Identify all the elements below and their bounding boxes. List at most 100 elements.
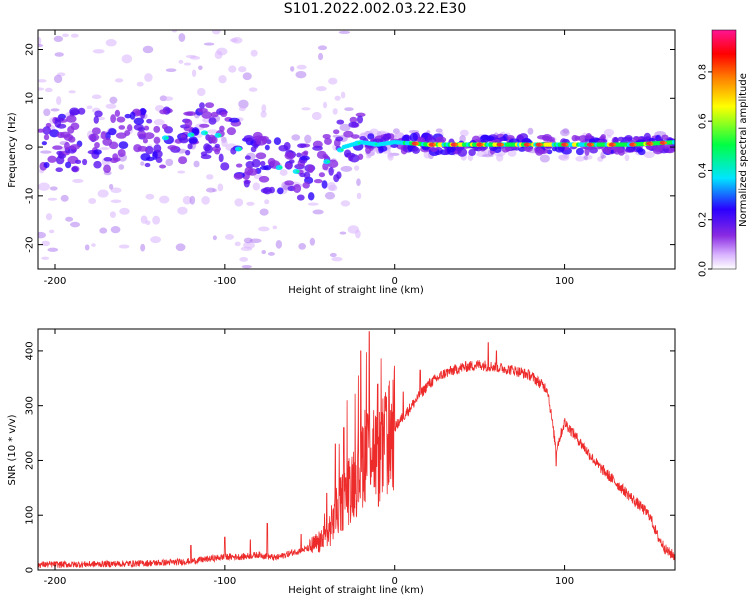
spectrogram-cell xyxy=(309,237,316,246)
spectrogram-cell xyxy=(53,74,63,84)
spectrogram-cell xyxy=(624,154,630,162)
spectrogram-cell xyxy=(332,108,338,115)
spectrogram-cell xyxy=(539,154,550,163)
spectrogram-cell xyxy=(191,69,197,78)
spectrogram-cell xyxy=(238,147,242,151)
spectrogram-cell xyxy=(353,140,361,146)
spectrogram-cell xyxy=(295,70,307,79)
colorbar-tick-label: 0.2 xyxy=(698,212,709,228)
colorbar-tick-label: 0.0 xyxy=(698,261,709,277)
spectrogram-cell xyxy=(357,141,361,145)
spectrogram-cell xyxy=(312,209,324,215)
spectrogram-cell xyxy=(328,166,334,176)
spectrogram-cell xyxy=(66,115,77,123)
spectrogram-cell xyxy=(118,125,126,130)
snr-x-tick-label: -200 xyxy=(44,576,67,587)
spectrogram-cell xyxy=(102,137,113,146)
spectrogram-cell xyxy=(196,87,206,97)
spectrogram-cell xyxy=(228,65,237,73)
spectrogram-cell xyxy=(528,143,532,146)
spectrogram-cell xyxy=(114,78,124,83)
colorbar-label: Normalized spectral amplitude xyxy=(738,73,749,227)
spectrogram-frame xyxy=(37,29,676,270)
spectrogram-cell xyxy=(88,133,100,142)
spectrogram-cell xyxy=(144,162,151,168)
spectrogram-cell xyxy=(204,131,208,135)
spectrogram-cell xyxy=(328,77,338,85)
spectrogram-cell xyxy=(293,184,302,193)
spectrogram-cell xyxy=(603,128,615,136)
spectrogram-cell xyxy=(214,143,220,149)
spectrogram-y-axis-label: Frequency (Hz) xyxy=(7,112,18,188)
spectrogram-cell xyxy=(150,236,161,244)
spectrogram-cell xyxy=(68,90,76,94)
spectrogram-cell xyxy=(110,226,121,234)
spectrogram-cell xyxy=(215,24,226,30)
spectrogram-cell xyxy=(322,133,331,139)
snr-y-tick-label: 100 xyxy=(25,506,36,525)
spectrogram-cell xyxy=(385,145,391,152)
spectrogram-cell xyxy=(139,107,147,116)
spectrogram-cell xyxy=(416,142,420,145)
spectrogram-cell xyxy=(498,137,505,142)
spectrogram-cell xyxy=(38,182,50,191)
spectrogram-cell xyxy=(38,87,45,91)
spectrogram-cell xyxy=(117,148,126,157)
spectrogram-cell xyxy=(340,148,344,152)
spectrogram-cell xyxy=(65,161,72,169)
spectrogram-x-tick-label: -100 xyxy=(214,276,237,287)
spectrogram-cell xyxy=(348,121,359,128)
spectrogram-cell xyxy=(43,134,50,141)
spectrogram-cell xyxy=(292,168,300,174)
spectrogram-cell xyxy=(144,73,153,82)
spectrogram-cell xyxy=(624,135,633,142)
spectrogram-cell xyxy=(178,33,186,42)
spectrogram-cell xyxy=(260,110,267,118)
spectrogram-cell xyxy=(248,87,258,92)
colorbar-tick-label: 0.8 xyxy=(698,64,709,80)
spectrogram-x-tick-label: -200 xyxy=(44,276,67,287)
spectrogram-cell xyxy=(124,130,131,137)
spectrogram-cell xyxy=(307,202,319,206)
spectrogram-cell xyxy=(383,133,390,142)
spectrogram-cell xyxy=(527,127,534,135)
spectrogram-cell xyxy=(189,138,198,144)
spectrogram-cell xyxy=(137,127,146,132)
spectrogram-cell xyxy=(600,134,607,140)
spectrogram-cell xyxy=(430,147,438,152)
spectrogram-cell xyxy=(313,178,323,184)
spectrogram-cell xyxy=(100,131,107,140)
spectrogram-cell xyxy=(114,109,121,117)
spectrogram-cell xyxy=(238,99,249,109)
chart-title: S101.2022.002.03.22.E30 xyxy=(283,1,467,17)
spectrogram-cell xyxy=(52,145,63,150)
spectrogram-cell xyxy=(571,134,578,142)
spectrogram-cell xyxy=(234,241,241,247)
spectrogram-cell xyxy=(331,256,343,262)
spectrogram-y-tick-label: 10 xyxy=(25,92,36,105)
spectrogram-cell xyxy=(41,240,51,247)
spectrogram-cell xyxy=(558,154,570,161)
spectrogram-cell xyxy=(45,213,53,221)
spectrogram-cell xyxy=(56,131,65,139)
spectrogram-cell xyxy=(219,125,225,132)
spectrogram-cell xyxy=(162,96,174,101)
spectrogram-cell xyxy=(56,96,62,106)
spectrogram-x-tick-label: 100 xyxy=(555,276,574,287)
spectrogram-cell xyxy=(299,155,310,161)
spectrogram-cell xyxy=(145,156,155,162)
colorbar-tick-label: 0.6 xyxy=(698,113,709,129)
spectrogram-cell xyxy=(116,116,126,123)
spectrogram-cell xyxy=(105,38,117,47)
spectrogram-cell xyxy=(91,127,101,135)
snr-x-tick-label: 0 xyxy=(392,576,398,587)
spectrogram-cell xyxy=(353,165,360,171)
spectrogram-cell xyxy=(329,252,337,258)
spectrogram-cell xyxy=(250,146,257,153)
spectrogram-cell xyxy=(318,172,326,178)
spectrogram-cell xyxy=(103,164,111,173)
spectrogram-cell xyxy=(277,187,284,195)
spectrogram-cell xyxy=(575,147,584,156)
spectrogram-cell xyxy=(218,75,227,84)
